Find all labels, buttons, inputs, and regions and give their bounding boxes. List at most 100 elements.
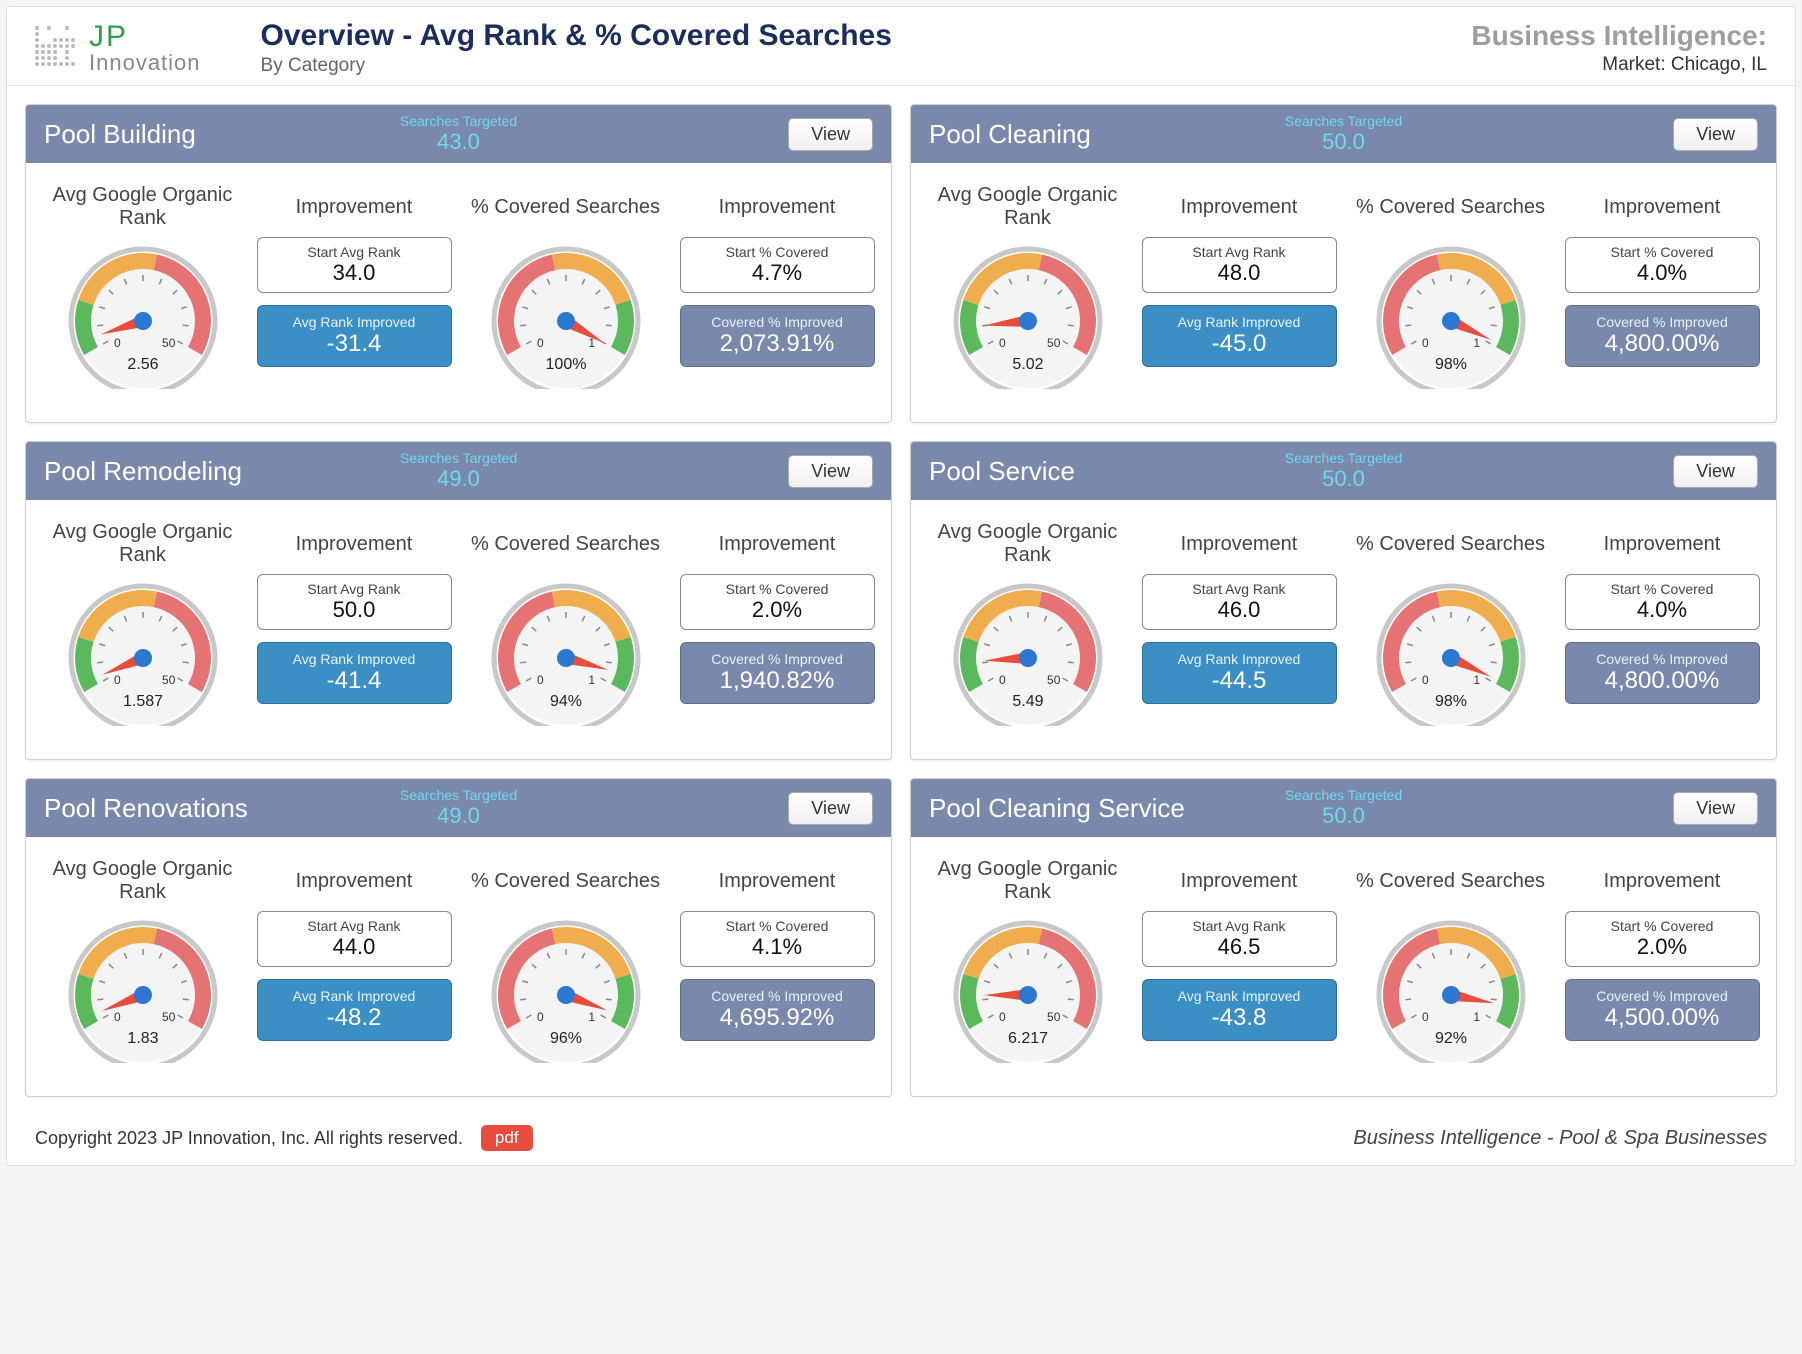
svg-text:1.587: 1.587 xyxy=(122,693,162,710)
view-button[interactable]: View xyxy=(1673,118,1758,151)
view-button[interactable]: View xyxy=(788,118,873,151)
start-avg-rank-box: Start Avg Rank 44.0 xyxy=(257,911,452,967)
svg-text:50: 50 xyxy=(162,1010,176,1024)
covered-label: % Covered Searches xyxy=(1351,520,1551,568)
avg-rank-label: Avg Google Organic Rank xyxy=(43,857,243,905)
panel-title: Pool Service xyxy=(929,456,1075,487)
avg-rank-gauge: 0 50 6.217 xyxy=(928,913,1128,1068)
start-avg-rank-box: Start Avg Rank 34.0 xyxy=(257,237,452,293)
searches-targeted: Searches Targeted 50.0 xyxy=(1285,788,1402,828)
panel: Pool Cleaning Service Searches Targeted … xyxy=(910,778,1777,1097)
panel: Pool Service Searches Targeted 50.0 View… xyxy=(910,441,1777,760)
view-button[interactable]: View xyxy=(788,792,873,825)
svg-text:1: 1 xyxy=(1473,1010,1480,1024)
avg-rank-gauge: 0 50 1.83 xyxy=(43,913,243,1068)
avg-rank-label: Avg Google Organic Rank xyxy=(43,520,243,568)
avg-rank-label: Avg Google Organic Rank xyxy=(43,183,243,231)
covered-gauge: 0 1 98% xyxy=(1351,239,1551,394)
svg-text:50: 50 xyxy=(1047,336,1061,350)
svg-text:1: 1 xyxy=(1473,673,1480,687)
covered-gauge: 0 1 96% xyxy=(466,913,666,1068)
svg-text:1: 1 xyxy=(588,1010,595,1024)
svg-text:98%: 98% xyxy=(1434,356,1466,373)
avg-rank-label: Avg Google Organic Rank xyxy=(928,183,1128,231)
footer-tagline: Business Intelligence - Pool & Spa Busin… xyxy=(1353,1127,1767,1150)
panel-title: Pool Renovations xyxy=(44,793,248,824)
start-avg-rank-box: Start Avg Rank 48.0 xyxy=(1142,237,1337,293)
start-covered-box: Start % Covered 2.0% xyxy=(1565,911,1760,967)
svg-text:0: 0 xyxy=(1421,1010,1428,1024)
start-avg-rank-box: Start Avg Rank 46.0 xyxy=(1142,574,1337,630)
view-button[interactable]: View xyxy=(1673,792,1758,825)
svg-text:1: 1 xyxy=(1473,336,1480,350)
improvement-label: Improvement xyxy=(1142,520,1337,568)
improvement-label: Improvement xyxy=(680,520,875,568)
svg-text:0: 0 xyxy=(113,673,120,687)
avg-rank-improved-box: Avg Rank Improved -44.5 xyxy=(1142,642,1337,704)
panel-header: Pool Cleaning Service Searches Targeted … xyxy=(911,779,1776,837)
avg-rank-gauge: 0 50 5.02 xyxy=(928,239,1128,394)
start-covered-box: Start % Covered 4.0% xyxy=(1565,574,1760,630)
covered-improved-box: Covered % Improved 4,800.00% xyxy=(1565,642,1760,704)
panel: Pool Renovations Searches Targeted 49.0 … xyxy=(25,778,892,1097)
bi-title: Business Intelligence: xyxy=(1471,20,1767,52)
covered-label: % Covered Searches xyxy=(466,183,666,231)
svg-text:92%: 92% xyxy=(1434,1030,1466,1047)
improvement-label: Improvement xyxy=(257,857,452,905)
svg-text:5.49: 5.49 xyxy=(1012,693,1043,710)
panel: Pool Remodeling Searches Targeted 49.0 V… xyxy=(25,441,892,760)
improvement-label: Improvement xyxy=(1565,520,1760,568)
svg-text:0: 0 xyxy=(113,336,120,350)
avg-rank-gauge: 0 50 1.587 xyxy=(43,576,243,731)
searches-targeted: Searches Targeted 50.0 xyxy=(1285,451,1402,491)
improvement-label: Improvement xyxy=(680,183,875,231)
svg-text:0: 0 xyxy=(998,336,1005,350)
svg-text:0: 0 xyxy=(1421,673,1428,687)
copyright: Copyright 2023 JP Innovation, Inc. All r… xyxy=(35,1128,463,1149)
avg-rank-improved-box: Avg Rank Improved -43.8 xyxy=(1142,979,1337,1041)
avg-rank-gauge: 0 50 2.56 xyxy=(43,239,243,394)
covered-gauge: 0 1 92% xyxy=(1351,913,1551,1068)
start-covered-box: Start % Covered 4.7% xyxy=(680,237,875,293)
svg-text:94%: 94% xyxy=(549,693,581,710)
covered-gauge: 0 1 98% xyxy=(1351,576,1551,731)
improvement-label: Improvement xyxy=(1565,857,1760,905)
avg-rank-improved-box: Avg Rank Improved -48.2 xyxy=(257,979,452,1041)
panel-header: Pool Cleaning Searches Targeted 50.0 Vie… xyxy=(911,105,1776,163)
avg-rank-label: Avg Google Organic Rank xyxy=(928,857,1128,905)
svg-text:0: 0 xyxy=(1421,336,1428,350)
covered-gauge: 0 1 94% xyxy=(466,576,666,731)
svg-text:100%: 100% xyxy=(545,356,586,373)
svg-text:5.02: 5.02 xyxy=(1012,356,1043,373)
panel: Pool Building Searches Targeted 43.0 Vie… xyxy=(25,104,892,423)
covered-improved-box: Covered % Improved 2,073.91% xyxy=(680,305,875,367)
svg-text:50: 50 xyxy=(1047,1010,1061,1024)
improvement-label: Improvement xyxy=(680,857,875,905)
svg-text:0: 0 xyxy=(998,673,1005,687)
start-covered-box: Start % Covered 2.0% xyxy=(680,574,875,630)
svg-text:6.217: 6.217 xyxy=(1007,1030,1047,1047)
svg-text:1.83: 1.83 xyxy=(127,1030,158,1047)
svg-text:1: 1 xyxy=(588,673,595,687)
panel-header: Pool Building Searches Targeted 43.0 Vie… xyxy=(26,105,891,163)
covered-improved-box: Covered % Improved 4,500.00% xyxy=(1565,979,1760,1041)
covered-label: % Covered Searches xyxy=(466,520,666,568)
svg-text:0: 0 xyxy=(998,1010,1005,1024)
page-title: Overview - Avg Rank & % Covered Searches xyxy=(261,19,1472,53)
logo: JP Innovation xyxy=(35,22,201,74)
header: JP Innovation Overview - Avg Rank & % Co… xyxy=(7,7,1795,86)
view-button[interactable]: View xyxy=(788,455,873,488)
improvement-label: Improvement xyxy=(257,520,452,568)
svg-text:0: 0 xyxy=(113,1010,120,1024)
panel: Pool Cleaning Searches Targeted 50.0 Vie… xyxy=(910,104,1777,423)
pdf-button[interactable]: pdf xyxy=(481,1125,533,1151)
svg-text:0: 0 xyxy=(536,673,543,687)
searches-targeted: Searches Targeted 43.0 xyxy=(400,114,517,154)
panel-title: Pool Cleaning xyxy=(929,119,1091,150)
start-covered-box: Start % Covered 4.0% xyxy=(1565,237,1760,293)
view-button[interactable]: View xyxy=(1673,455,1758,488)
bi-market: Market: Chicago, IL xyxy=(1471,54,1767,76)
svg-text:0: 0 xyxy=(536,336,543,350)
improvement-label: Improvement xyxy=(1565,183,1760,231)
panel-header: Pool Renovations Searches Targeted 49.0 … xyxy=(26,779,891,837)
